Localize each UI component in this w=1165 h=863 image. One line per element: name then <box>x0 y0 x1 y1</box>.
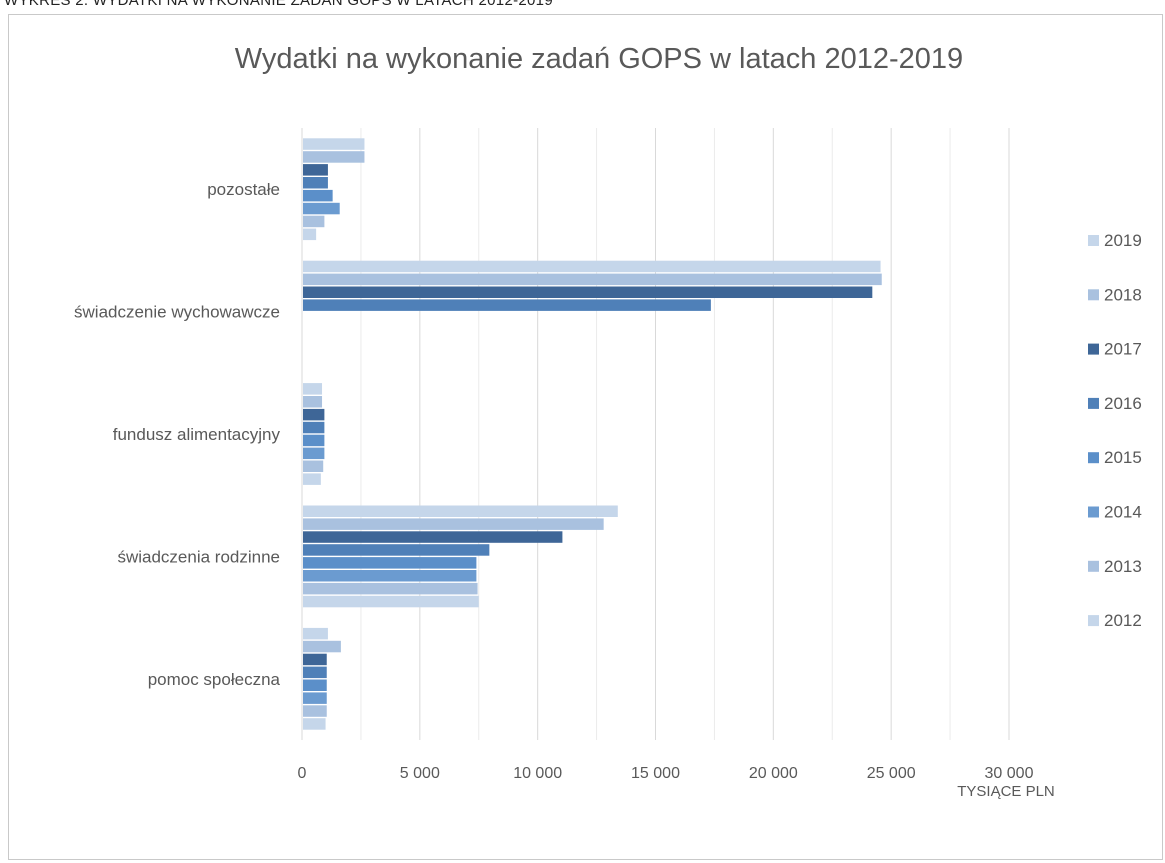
bar-2014 <box>303 202 340 215</box>
bar-2013 <box>303 460 324 472</box>
bar-2016 <box>303 666 327 679</box>
bar-2016 <box>303 544 490 556</box>
bar-2018 <box>303 640 341 653</box>
bar-2018 <box>303 273 882 286</box>
bar-2012 <box>303 718 326 730</box>
category-label: świadczenia rodzinne <box>117 547 280 566</box>
bar-2018 <box>303 396 323 408</box>
legend-swatch <box>1088 343 1099 355</box>
bar-2014 <box>303 447 325 460</box>
bar-2015 <box>303 679 327 691</box>
bar-2014 <box>303 570 477 582</box>
chart-frame <box>8 14 1163 860</box>
bar-2013 <box>303 215 325 228</box>
legend-swatch <box>1088 506 1099 518</box>
bar-2015 <box>303 189 333 202</box>
legend-label: 2019 <box>1104 231 1142 250</box>
x-tick-label: 20 000 <box>749 765 798 782</box>
bar-2014 <box>303 692 327 704</box>
category-label: pozostałe <box>207 180 280 199</box>
bar-2019 <box>303 138 365 150</box>
category-label: pomoc społeczna <box>148 670 281 689</box>
x-tick-label: 0 <box>298 765 307 782</box>
bar-2018 <box>303 151 365 163</box>
x-tick-label: 30 000 <box>985 765 1034 782</box>
bar-2016 <box>303 299 711 311</box>
bar-2017 <box>303 164 328 176</box>
legend-label: 2017 <box>1104 340 1142 359</box>
bar-2016 <box>303 421 325 434</box>
bar-2017 <box>303 653 327 666</box>
legend-label: 2013 <box>1104 557 1142 576</box>
bar-2019 <box>303 383 323 395</box>
legend: 2019 2018 2017 2016 2015 2014 2013 2012 <box>1088 231 1142 630</box>
bar-2017 <box>303 531 563 543</box>
chart-title: Wydatki na wykonanie zadań GOPS w latach… <box>235 43 963 75</box>
category-label: świadczenie wychowawcze <box>74 303 280 322</box>
bar-2017 <box>303 408 325 421</box>
bar-2013 <box>303 705 327 717</box>
legend-swatch <box>1088 452 1099 464</box>
legend-label: 2014 <box>1104 503 1142 522</box>
legend-swatch <box>1088 397 1099 409</box>
bar-2015 <box>303 557 477 569</box>
legend-swatch <box>1088 560 1099 572</box>
legend-label: 2018 <box>1104 285 1142 304</box>
category-label: fundusz alimentacyjny <box>113 425 281 444</box>
bar-2012 <box>303 595 479 608</box>
bars <box>303 138 882 730</box>
legend-swatch <box>1088 235 1099 246</box>
legend-label: 2015 <box>1104 448 1142 467</box>
bar-2019 <box>303 505 618 517</box>
legend-label: 2016 <box>1104 394 1142 413</box>
bar-2018 <box>303 518 604 530</box>
figure-caption: WYKRES 2. WYDATKI NA WYKONANIE ZADAŃ GOP… <box>4 0 553 9</box>
x-tick-label: 15 000 <box>631 765 680 782</box>
legend-swatch <box>1088 615 1099 627</box>
legend-swatch <box>1088 289 1099 301</box>
bar-2015 <box>303 434 325 447</box>
legend-label: 2012 <box>1104 611 1142 630</box>
bar-2013 <box>303 582 478 595</box>
x-axis-label: TYSIĄCE PLN <box>957 783 1055 800</box>
x-axis-ticks: 0 5 000 10 000 15 000 20 000 25 000 30 000 <box>298 765 1034 782</box>
bar-2019 <box>303 260 881 273</box>
x-tick-label: 5 000 <box>400 765 440 782</box>
bar-2012 <box>303 473 321 485</box>
bar-2016 <box>303 177 328 189</box>
gridlines <box>301 128 1010 740</box>
bar-2012 <box>303 228 317 241</box>
bar-2017 <box>303 286 873 298</box>
category-labels: pomoc społeczna świadczenia rodzinne fundu… <box>74 180 281 689</box>
bar-2019 <box>303 627 328 640</box>
x-tick-label: 25 000 <box>867 765 916 782</box>
x-tick-label: 10 000 <box>513 765 562 782</box>
